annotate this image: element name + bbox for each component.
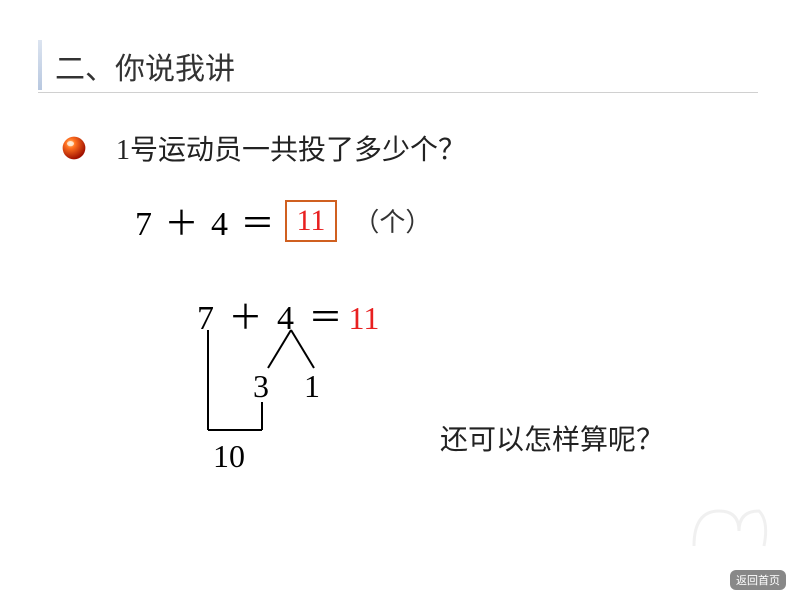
equation-1: 7 ＋ 4 ＝ 11 （个） bbox=[135, 196, 431, 245]
back-home-button[interactable]: 返回首页 bbox=[730, 570, 786, 590]
equation-1-unit: （个） bbox=[353, 202, 431, 239]
decomposition-right: 1 bbox=[304, 368, 320, 405]
question-row: 1号运动员一共投了多少个？ bbox=[60, 128, 466, 168]
equation-1-lhs: 7 ＋ 4 ＝ bbox=[135, 196, 275, 245]
title-accent-bar bbox=[38, 40, 42, 90]
decomposition-left: 3 bbox=[253, 368, 269, 405]
decomposition-lines bbox=[196, 322, 356, 442]
section-title: 二、你说我讲 bbox=[55, 44, 235, 88]
watermark-icon bbox=[684, 501, 774, 561]
red-sphere-icon bbox=[60, 134, 88, 162]
decomposition-sum: 10 bbox=[213, 438, 245, 475]
followup-prompt: 还可以怎样算呢？ bbox=[440, 418, 664, 458]
question-text: 1号运动员一共投了多少个？ bbox=[116, 128, 466, 168]
title-underline bbox=[38, 92, 758, 93]
equation-1-answer-box: 11 bbox=[285, 200, 338, 242]
